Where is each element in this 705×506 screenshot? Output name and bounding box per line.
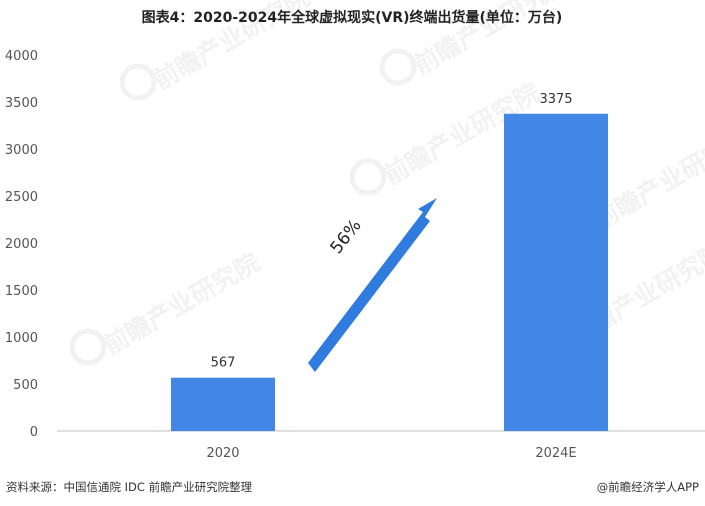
growth-arrow: 56% <box>308 198 437 372</box>
chart-title: 图表4：2020-2024年全球虚拟现实(VR)终端出货量(单位：万台) <box>142 9 563 26</box>
y-tick-label: 0 <box>30 425 38 440</box>
growth-arrow-icon <box>308 198 437 372</box>
y-tick-label: 2000 <box>5 237 38 252</box>
y-tick-label: 1000 <box>5 331 38 346</box>
data-labels: 567 3375 <box>211 92 573 371</box>
watermark-logo <box>69 328 107 366</box>
x-axis: 2020 2024E <box>206 446 576 461</box>
brand-note: @前瞻经济学人APP <box>597 480 699 494</box>
watermark-logo <box>119 63 157 101</box>
bars <box>171 113 608 431</box>
bar <box>504 113 608 431</box>
watermark-text: 前瞻产业研究院 <box>99 248 265 361</box>
data-label: 567 <box>211 356 236 371</box>
bar <box>171 377 275 431</box>
x-tick-label: 2020 <box>206 446 239 461</box>
watermark-logo <box>349 158 387 196</box>
y-tick-label: 1500 <box>5 284 38 299</box>
source-note: 资料来源：中国信通院 IDC 前瞻产业研究院整理 <box>6 480 253 494</box>
y-tick-label: 4000 <box>5 49 38 64</box>
y-tick-label: 3500 <box>5 96 38 111</box>
y-tick-label: 500 <box>13 378 38 393</box>
x-tick-label: 2024E <box>535 446 576 461</box>
y-tick-label: 2500 <box>5 190 38 205</box>
watermark-logo <box>379 48 417 86</box>
y-tick-label: 3000 <box>5 143 38 158</box>
data-label: 3375 <box>539 92 572 107</box>
growth-label: 56% <box>327 216 366 258</box>
y-axis: 0 500 1000 1500 2000 2500 3000 3500 4000 <box>5 49 38 440</box>
